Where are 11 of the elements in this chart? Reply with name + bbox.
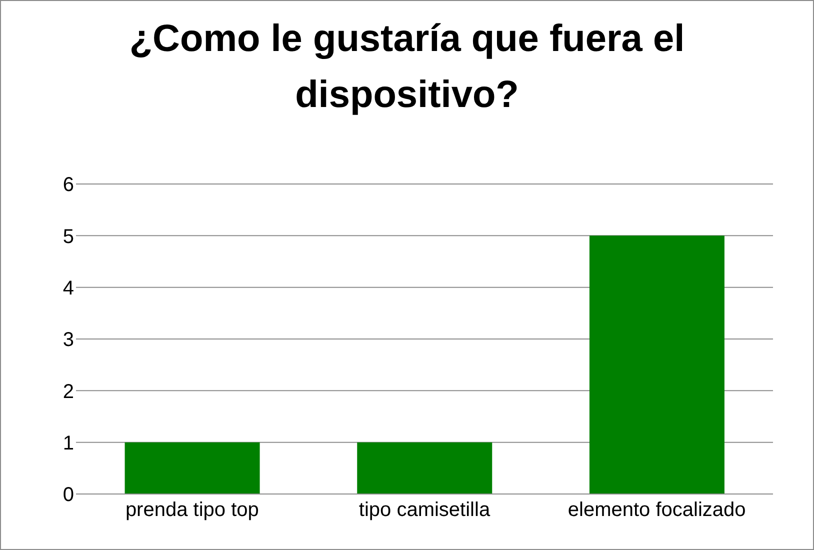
y-tick-label: 0 (62, 484, 74, 506)
x-tick-label: prenda tipo top (125, 499, 259, 522)
y-tick-label: 2 (62, 380, 74, 403)
y-tick-label: 1 (62, 432, 74, 454)
y-tick-label: 3 (62, 329, 74, 352)
x-tick-label: tipo camisetilla (358, 499, 491, 522)
chart-title: ¿Como le gustaría que fuera el dispositivo? (128, 17, 686, 118)
y-tick-label: 6 (62, 174, 74, 196)
y-tick-label: 5 (62, 226, 74, 248)
y-tick-label: 4 (62, 277, 74, 300)
x-tick-label: elemento focalizado (568, 499, 746, 522)
